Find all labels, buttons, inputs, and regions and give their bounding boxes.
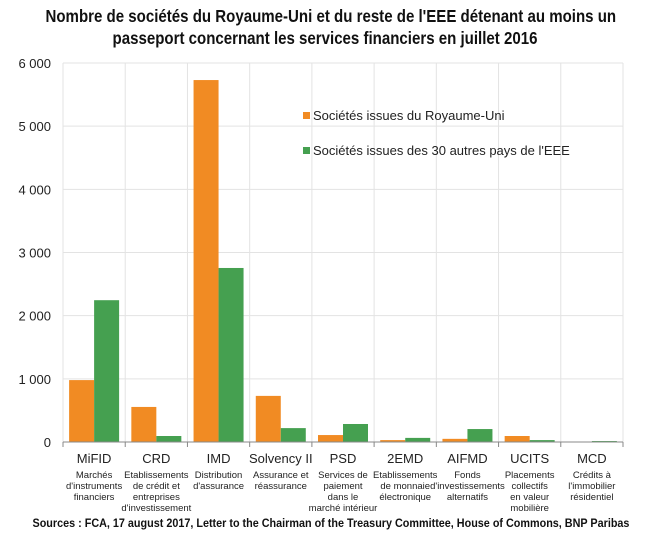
x-category-label: 2EMD — [387, 451, 423, 466]
x-category-description: électronique — [379, 492, 431, 503]
x-category-description: d'instruments — [66, 481, 122, 492]
x-category-label: Solvency II — [249, 451, 313, 466]
x-category-description: Placements — [505, 470, 555, 481]
y-tick-label: 0 — [44, 435, 51, 450]
bar-eee-mifid — [94, 300, 120, 442]
bar-uk-mifid — [69, 380, 95, 442]
bar-uk-solvency-ii — [255, 395, 281, 442]
bar-uk-ucits — [504, 435, 530, 442]
bar-eee-2emd — [405, 437, 431, 442]
y-tick-label: 4 000 — [18, 182, 51, 197]
chart-title: Nombre de sociétés du Royaume-Uni et du … — [45, 5, 617, 49]
x-category-description: mobilière — [510, 503, 549, 514]
chart-title-line-1: Nombre de sociétés du Royaume-Uni et du … — [45, 6, 617, 26]
x-category-description: paiement — [323, 481, 362, 492]
axes — [62, 441, 624, 447]
x-category-description: Services de — [318, 470, 368, 481]
x-category-description: financiers — [74, 492, 115, 503]
bar-eee-crd — [156, 435, 182, 442]
x-category-description: marché intérieur — [309, 503, 378, 514]
x-category-description: réassurance — [255, 481, 307, 492]
x-category-description: Etablissements — [124, 470, 189, 481]
x-category-label: AIFMD — [447, 451, 487, 466]
x-category-description: l'immobilier — [568, 481, 615, 492]
x-category-description: de monnaie — [380, 481, 430, 492]
bar-eee-imd — [218, 267, 244, 442]
y-tick-labels: 0 1 000 2 000 3 000 4 000 5 000 6 000 — [18, 56, 51, 450]
x-category-description: d'assurance — [193, 481, 244, 492]
y-tick-label: 6 000 — [18, 56, 51, 71]
x-category-description: en valeur — [510, 492, 549, 503]
legend-swatch-uk — [303, 112, 310, 119]
x-category-description: Distribution — [195, 470, 243, 481]
x-category-description: Crédits à — [573, 470, 612, 481]
bar-eee-psd — [343, 423, 368, 442]
legend-label-uk: Sociétés issues du Royaume-Uni — [313, 108, 505, 123]
x-category-description: de crédit et — [133, 481, 180, 492]
legend: Sociétés issues du Royaume-Uni Sociétés i… — [303, 108, 570, 158]
bar-eee-aifmd — [467, 429, 493, 442]
y-tick-label: 2 000 — [18, 309, 51, 324]
bar-uk-psd — [318, 435, 343, 442]
x-category-label: PSD — [330, 451, 357, 466]
x-category-label: MCD — [577, 451, 607, 466]
x-category-label: UCITS — [510, 451, 549, 466]
bars — [69, 80, 617, 443]
bar-eee-solvency-ii — [280, 428, 306, 442]
bar-uk-imd — [193, 80, 219, 443]
x-category-label: MiFID — [77, 451, 112, 466]
legend-swatch-eee — [303, 147, 310, 154]
y-tick-label: 3 000 — [18, 246, 51, 261]
gridlines — [62, 62, 624, 442]
x-category-description: Etablissements — [373, 470, 438, 481]
x-category-label: IMD — [207, 451, 231, 466]
x-category-description: résidentiel — [570, 492, 613, 503]
y-tick-label: 1 000 — [18, 372, 51, 387]
chart-title-line-2: passeport concernant les services financ… — [112, 28, 538, 48]
bar-uk-aifmd — [442, 438, 468, 442]
x-category-description: d'investissements — [430, 481, 505, 492]
x-category-description: collectifs — [511, 481, 548, 492]
x-category-description: Fonds — [454, 470, 481, 481]
y-tick-label: 5 000 — [18, 119, 51, 134]
x-category-description: Assurance et — [253, 470, 309, 481]
bar-uk-crd — [131, 406, 157, 442]
source-note: Sources : FCA, 17 august 2017, Letter to… — [32, 516, 630, 530]
bar-uk-2emd — [380, 440, 406, 442]
legend-label-eee: Sociétés issues des 30 autres pays de l'… — [313, 143, 570, 158]
x-category-description: alternatifs — [447, 492, 488, 503]
x-category-description: dans le — [328, 492, 359, 503]
x-category-description: d'investissement — [121, 503, 191, 514]
x-category-label: CRD — [142, 451, 170, 466]
x-category-description: entreprises — [133, 492, 180, 503]
x-category-description: Marchés — [76, 470, 113, 481]
bar-eee-ucits — [529, 440, 555, 442]
